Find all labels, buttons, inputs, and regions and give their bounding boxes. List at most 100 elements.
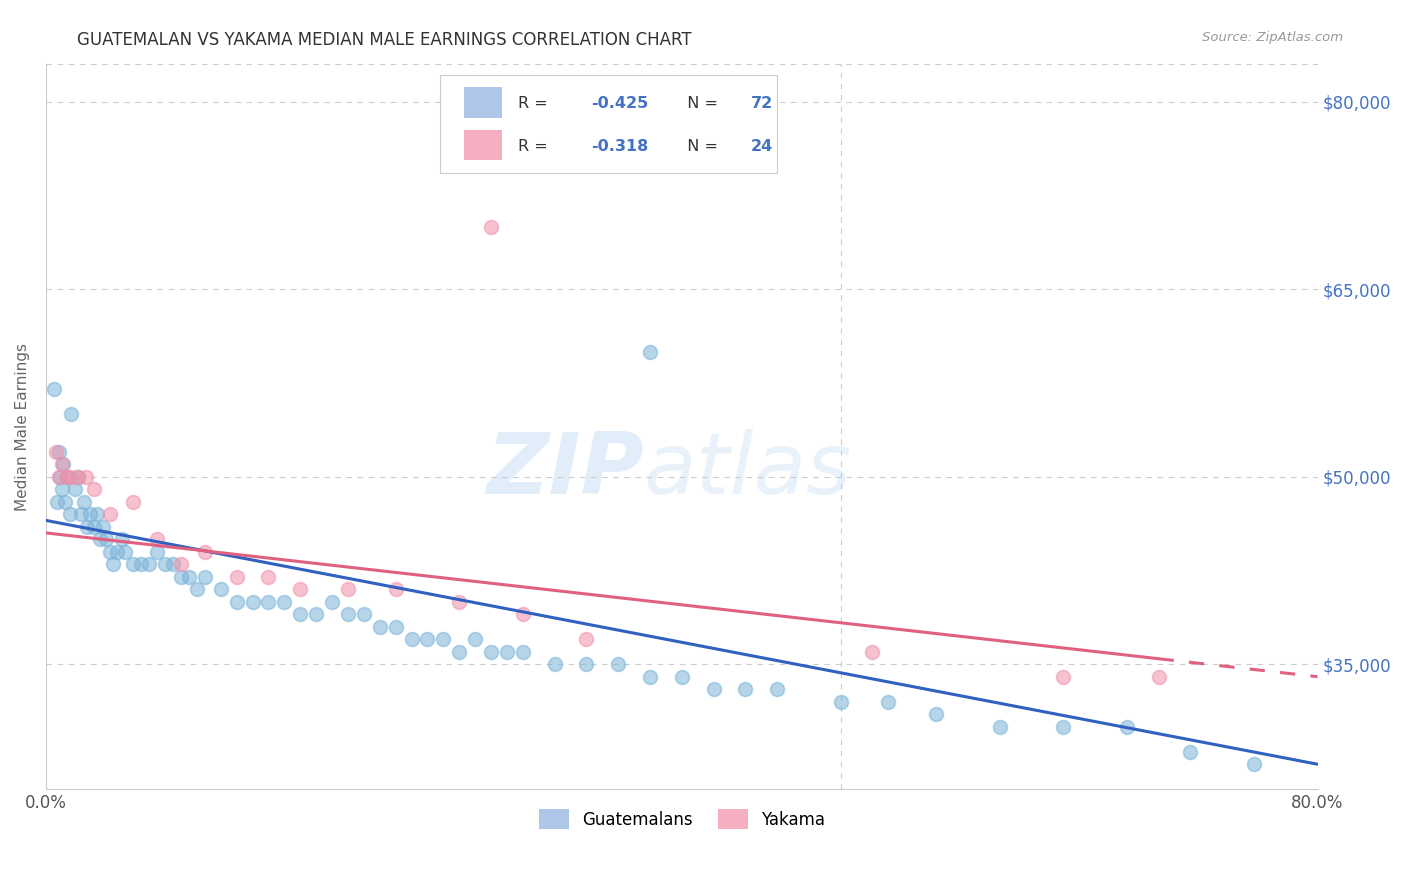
Point (52, 457, 75, 471)
Point (512, 645, 534, 659)
Point (1115, 720, 1137, 734)
FancyBboxPatch shape (464, 87, 502, 118)
Point (177, 569, 200, 583)
Point (162, 557, 184, 571)
Point (575, 632, 598, 647)
Point (83, 519, 105, 533)
Point (146, 544, 169, 558)
Point (86, 507, 108, 521)
Point (91, 519, 114, 533)
Text: ZIP: ZIP (486, 429, 644, 512)
Point (60, 469, 83, 483)
Point (401, 632, 423, 647)
Point (225, 595, 247, 609)
Point (257, 569, 280, 583)
FancyBboxPatch shape (440, 75, 778, 173)
Point (146, 532, 169, 546)
Point (170, 569, 193, 583)
Point (209, 582, 232, 597)
Point (1243, 757, 1265, 772)
Point (449, 595, 471, 609)
Point (416, 632, 439, 647)
Point (988, 720, 1011, 734)
Point (766, 682, 789, 697)
Point (273, 595, 295, 609)
Point (734, 682, 756, 697)
Point (48, 444, 70, 458)
Point (59, 507, 82, 521)
Point (321, 595, 343, 609)
Point (186, 582, 208, 597)
Text: atlas: atlas (644, 429, 852, 512)
Point (96, 532, 118, 546)
Point (44, 444, 66, 458)
Point (122, 494, 145, 508)
Point (60, 407, 83, 421)
Point (384, 582, 406, 597)
Text: Source: ZipAtlas.com: Source: ZipAtlas.com (1202, 31, 1343, 45)
Point (76, 519, 98, 533)
Point (70, 507, 93, 521)
Text: N =: N = (676, 139, 723, 154)
Text: N =: N = (676, 96, 723, 112)
Point (131, 557, 153, 571)
Point (225, 569, 247, 583)
FancyBboxPatch shape (464, 129, 502, 161)
Point (575, 657, 598, 672)
Point (290, 607, 312, 622)
Point (66, 469, 89, 483)
Point (512, 607, 534, 622)
Point (55, 469, 77, 483)
Point (49, 469, 72, 483)
Point (925, 707, 948, 722)
Text: GUATEMALAN VS YAKAMA MEDIAN MALE EARNINGS CORRELATION CHART: GUATEMALAN VS YAKAMA MEDIAN MALE EARNING… (77, 31, 692, 49)
Point (194, 569, 217, 583)
Point (384, 620, 406, 634)
Point (464, 632, 486, 647)
Point (607, 657, 630, 672)
Point (242, 595, 264, 609)
Point (336, 607, 359, 622)
Point (671, 670, 693, 684)
Point (98, 544, 121, 558)
Point (290, 582, 312, 597)
Text: 72: 72 (751, 96, 773, 112)
Point (638, 670, 661, 684)
Point (107, 544, 129, 558)
Point (51, 457, 73, 471)
Point (170, 557, 193, 571)
Text: R =: R = (517, 139, 553, 154)
Text: 24: 24 (751, 139, 773, 154)
Point (479, 219, 502, 234)
Point (194, 544, 217, 558)
Point (79, 507, 101, 521)
Point (479, 645, 502, 659)
Point (98, 507, 121, 521)
Point (153, 557, 176, 571)
Point (114, 544, 136, 558)
Point (55, 469, 77, 483)
Point (702, 682, 724, 697)
Point (496, 645, 519, 659)
Text: -0.425: -0.425 (592, 96, 648, 112)
Point (48, 469, 70, 483)
Point (368, 620, 391, 634)
Point (138, 557, 160, 571)
Point (53, 494, 76, 508)
Point (66, 469, 89, 483)
Point (336, 582, 359, 597)
Y-axis label: Median Male Earnings: Median Male Earnings (15, 343, 30, 510)
Point (1052, 720, 1074, 734)
Point (89, 532, 111, 546)
Point (877, 695, 900, 709)
Point (101, 557, 124, 571)
Legend: Guatemalans, Yakama: Guatemalans, Yakama (531, 803, 831, 835)
Point (305, 607, 328, 622)
Point (73, 494, 96, 508)
Point (46, 494, 69, 508)
Text: -0.318: -0.318 (592, 139, 648, 154)
Point (830, 695, 852, 709)
Point (638, 344, 661, 359)
Point (122, 557, 145, 571)
Point (111, 532, 134, 546)
